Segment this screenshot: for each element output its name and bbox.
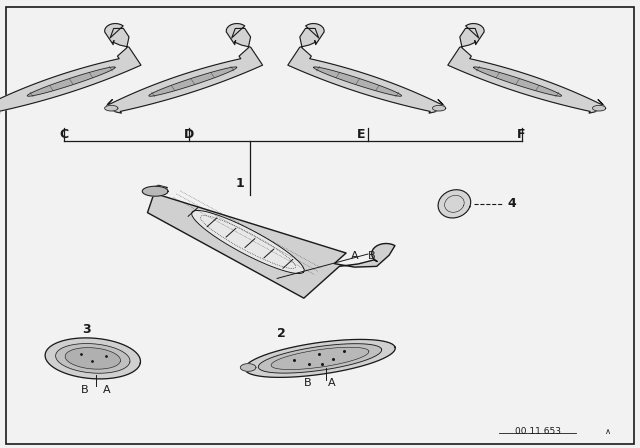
Polygon shape: [149, 67, 237, 96]
Text: B: B: [367, 251, 375, 261]
Polygon shape: [259, 344, 381, 373]
Polygon shape: [314, 67, 401, 96]
Text: A: A: [351, 251, 359, 261]
Text: 2: 2: [277, 327, 286, 340]
Text: 3: 3: [82, 323, 91, 336]
Polygon shape: [288, 24, 444, 113]
Polygon shape: [56, 344, 130, 373]
Polygon shape: [142, 186, 168, 196]
Text: 1: 1: [236, 177, 244, 190]
Text: D: D: [184, 128, 194, 141]
Polygon shape: [45, 338, 141, 379]
Text: F: F: [517, 128, 526, 141]
Text: A: A: [328, 378, 335, 388]
Text: ∧: ∧: [605, 427, 611, 436]
Polygon shape: [271, 347, 369, 370]
Polygon shape: [28, 67, 115, 96]
Text: 4: 4: [508, 197, 516, 211]
Polygon shape: [438, 190, 470, 218]
Polygon shape: [107, 24, 262, 113]
Polygon shape: [433, 105, 446, 111]
Text: E: E: [357, 128, 366, 141]
Polygon shape: [593, 105, 606, 111]
Polygon shape: [474, 67, 561, 96]
Text: C: C: [60, 128, 68, 141]
Polygon shape: [147, 185, 395, 298]
Polygon shape: [105, 105, 118, 111]
Polygon shape: [65, 348, 120, 369]
Polygon shape: [191, 211, 304, 274]
Polygon shape: [448, 24, 604, 113]
Polygon shape: [0, 24, 141, 113]
Polygon shape: [241, 364, 256, 371]
Text: 00 11 653: 00 11 653: [515, 427, 561, 436]
Text: B: B: [303, 378, 311, 388]
Polygon shape: [244, 340, 395, 377]
Text: A: A: [103, 385, 111, 395]
Text: B: B: [81, 385, 89, 395]
